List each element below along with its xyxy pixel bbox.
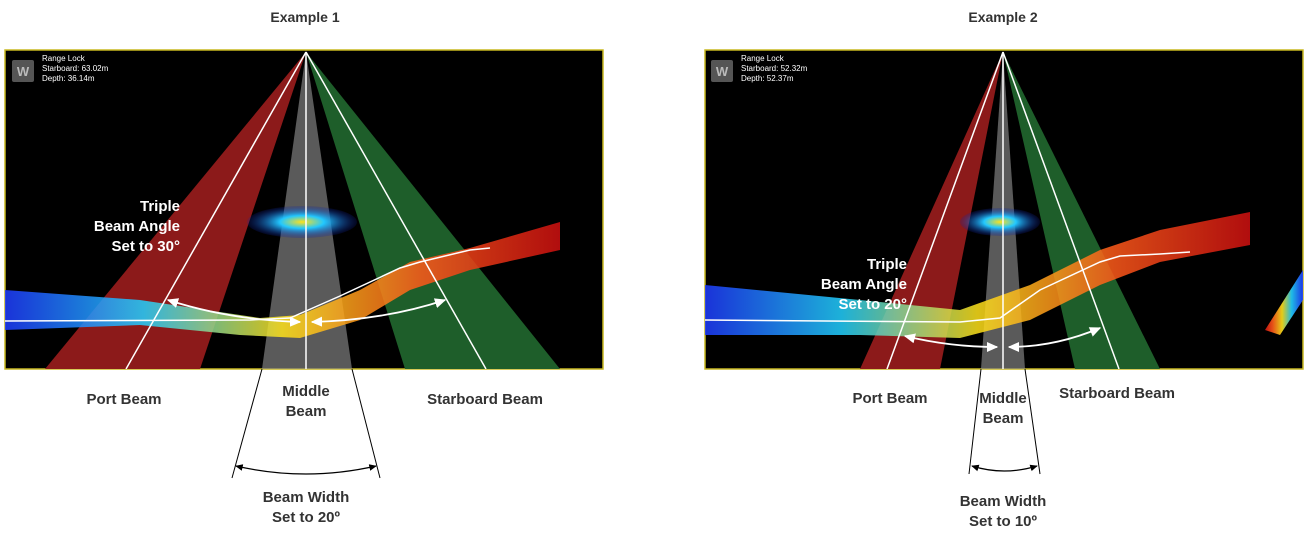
port-beam-1 [45, 52, 306, 369]
middle-beam-label2-1: Beam [286, 403, 327, 420]
triple-angle-line1-1: Triple [140, 198, 180, 215]
w-logo-icon [711, 60, 733, 82]
beam-width-label1-1: Beam Width [263, 489, 350, 506]
beam-width-arc-1 [235, 464, 377, 475]
overlay-range-lock-1: Range Lock [42, 54, 86, 63]
beam-width-right-line-2 [1024, 368, 1041, 475]
triple-angle-line1-2: Triple [867, 256, 907, 273]
triple-angle-line3-1: Set to 30° [111, 238, 180, 255]
overlay-starboard-1: Starboard: 63.02m [42, 64, 109, 73]
overlay-range-lock-2: Range Lock [741, 54, 785, 63]
starboard-beam-2 [1003, 52, 1160, 369]
starboard-beam-label-1: Starboard Beam [427, 391, 543, 408]
example-2: Example 2 W Range Lock Starboard: 52.32m… [704, 9, 1304, 530]
starboard-beam-1 [306, 52, 560, 369]
sonar-return-edge-2 [1265, 270, 1303, 335]
triple-angle-line2-1: Beam Angle [94, 218, 180, 235]
port-beam-2 [860, 52, 1003, 369]
triple-angle-line3-2: Set to 20° [838, 296, 907, 313]
beam-width-label2-2: Set to 10º [969, 513, 1038, 530]
middle-beam-label2-2: Beam [983, 410, 1024, 427]
port-beam-label-1: Port Beam [86, 391, 161, 408]
overlay-depth-2: Depth: 52.37m [741, 74, 794, 83]
port-beam-label-2: Port Beam [852, 390, 927, 407]
w-logo-icon [12, 60, 34, 82]
beam-width-left-line-2 [968, 368, 982, 475]
svg-text:W: W [716, 64, 729, 79]
fish-school-1 [247, 206, 357, 238]
bottom-trace-2 [705, 251, 1191, 323]
overlay-starboard-2: Starboard: 52.32m [741, 64, 808, 73]
overlay-depth-1: Depth: 36.14m [42, 74, 95, 83]
example-1-title: Example 1 [270, 9, 339, 25]
port-centerline-1 [125, 51, 307, 369]
starboard-angle-arc-1 [310, 298, 447, 327]
beam-width-label2-1: Set to 20º [272, 509, 341, 526]
example-1: Example 1 W Range Lock Star [4, 9, 604, 526]
example-2-title: Example 2 [968, 9, 1037, 25]
port-angle-arc-1 [166, 298, 302, 327]
beam-width-arc-2 [971, 464, 1038, 472]
starboard-angle-arc-2 [1007, 327, 1102, 353]
beam-width-right-line-1 [351, 368, 381, 479]
middle-beam-label1-1: Middle [282, 383, 330, 400]
starboard-beam-label-2: Starboard Beam [1059, 385, 1175, 402]
triple-angle-line2-2: Beam Angle [821, 276, 907, 293]
starboard-centerline-1 [305, 51, 487, 369]
beam-width-label1-2: Beam Width [960, 493, 1047, 510]
sonar-return-1 [5, 222, 560, 338]
port-centerline-2 [886, 51, 1004, 369]
sonar-return-2 [705, 212, 1250, 338]
middle-beam-label1-2: Middle [979, 390, 1027, 407]
fish-school-2 [960, 208, 1040, 236]
beam-width-left-line-1 [231, 368, 263, 479]
port-angle-arc-2 [903, 333, 999, 353]
starboard-centerline-2 [1002, 51, 1120, 369]
svg-text:W: W [17, 64, 30, 79]
